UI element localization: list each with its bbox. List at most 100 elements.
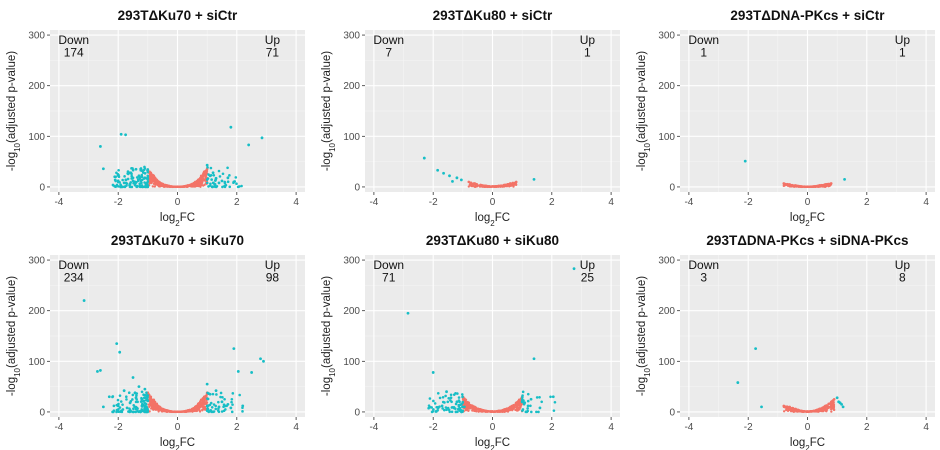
significant-point <box>521 408 525 411</box>
x-tick-label: -4 <box>684 422 693 433</box>
significant-point <box>250 371 254 374</box>
significant-point <box>452 393 456 396</box>
not-significant-point <box>155 402 159 406</box>
significant-point <box>117 407 120 411</box>
significant-point <box>449 396 453 400</box>
y-axis-label: -log10(adjusted p-value) <box>636 51 652 171</box>
significant-point <box>524 410 528 414</box>
not-significant-point <box>182 185 185 188</box>
not-significant-point <box>515 404 519 407</box>
significant-point <box>228 174 231 177</box>
significant-point <box>211 410 215 414</box>
x-tick-label: -4 <box>54 422 63 433</box>
significant-point <box>141 402 144 406</box>
up-count: 25 <box>581 270 595 284</box>
x-tick-label: 4 <box>923 422 929 433</box>
significant-point <box>146 184 150 187</box>
significant-point <box>213 184 217 188</box>
significant-point <box>432 399 435 403</box>
significant-point <box>140 405 144 408</box>
not-significant-point <box>153 404 156 407</box>
significant-point <box>461 395 464 399</box>
significant-point <box>116 180 120 184</box>
volcano-plot-svg: -4 -2 0 2 4 0 100 200 300 293TΔKu80 + siKu80 log2F… <box>321 233 620 450</box>
not-significant-point <box>806 185 809 188</box>
significant-point <box>217 410 221 414</box>
not-significant-point <box>822 408 825 412</box>
not-significant-point <box>193 180 197 184</box>
significant-point <box>461 400 465 404</box>
significant-point <box>460 393 464 396</box>
not-significant-point <box>464 403 468 406</box>
not-significant-point <box>197 184 200 187</box>
not-significant-point <box>514 401 518 405</box>
significant-point <box>206 408 210 412</box>
not-significant-point <box>812 185 815 188</box>
significant-point <box>112 404 116 408</box>
not-significant-point <box>503 183 506 187</box>
significant-point <box>457 403 461 407</box>
significant-point <box>210 405 214 409</box>
significant-point <box>455 176 459 180</box>
significant-point <box>118 350 122 354</box>
x-tick-label: 0 <box>490 197 496 208</box>
y-axis-label: -log10(adjusted p-value) <box>6 51 22 171</box>
down-count: 71 <box>382 270 396 284</box>
significant-point <box>427 404 431 407</box>
significant-point <box>117 185 120 188</box>
significant-point <box>434 410 437 413</box>
not-significant-point <box>149 171 153 175</box>
not-significant-points <box>146 391 209 414</box>
not-significant-point <box>831 405 834 408</box>
significant-point <box>440 404 444 408</box>
not-significant-point <box>203 183 206 186</box>
not-significant-point <box>148 410 151 413</box>
not-significant-point <box>205 172 208 175</box>
down-count: 174 <box>64 45 84 59</box>
significant-point <box>209 182 212 186</box>
not-significant-point <box>200 177 204 180</box>
significant-point <box>840 402 843 406</box>
significant-point <box>115 410 118 414</box>
y-tick-label: 300 <box>343 256 360 267</box>
significant-point <box>406 311 410 315</box>
up-label: Up <box>895 33 911 47</box>
x-tick-label: -2 <box>114 422 123 433</box>
not-significant-point <box>497 184 500 188</box>
y-tick-label: 100 <box>343 357 360 368</box>
not-significant-point <box>497 409 500 413</box>
significant-point <box>448 410 452 414</box>
not-significant-point <box>157 410 160 413</box>
not-significant-point <box>485 409 488 413</box>
significant-point <box>138 184 141 188</box>
y-tick-label: 0 <box>39 407 45 418</box>
significant-point <box>145 407 149 411</box>
significant-point <box>521 395 524 399</box>
not-significant-point <box>794 407 797 411</box>
x-tick-label: 2 <box>549 422 555 433</box>
significant-point <box>212 403 216 406</box>
y-axis-label: -log10(adjusted p-value) <box>321 51 337 171</box>
x-tick-label: -2 <box>429 422 438 433</box>
significant-point <box>131 393 135 397</box>
significant-point <box>461 410 464 413</box>
x-axis-label: log2FC <box>160 437 195 450</box>
significant-point <box>572 267 576 271</box>
not-significant-point <box>508 405 512 409</box>
significant-point <box>441 400 445 404</box>
not-significant-point <box>203 397 206 401</box>
y-tick-label: 0 <box>354 182 360 193</box>
not-significant-point <box>204 174 208 178</box>
significant-point <box>451 406 454 409</box>
not-significant-point <box>473 405 477 409</box>
significant-point <box>456 392 459 395</box>
not-significant-point <box>469 406 472 409</box>
x-tick-label: 2 <box>864 422 870 433</box>
y-tick-label: 200 <box>658 306 675 317</box>
y-tick-label: 300 <box>658 256 675 267</box>
significant-point <box>143 387 147 391</box>
significant-point <box>118 406 122 409</box>
significant-point <box>241 410 244 413</box>
not-significant-point <box>168 184 171 188</box>
not-significant-point <box>792 410 795 413</box>
